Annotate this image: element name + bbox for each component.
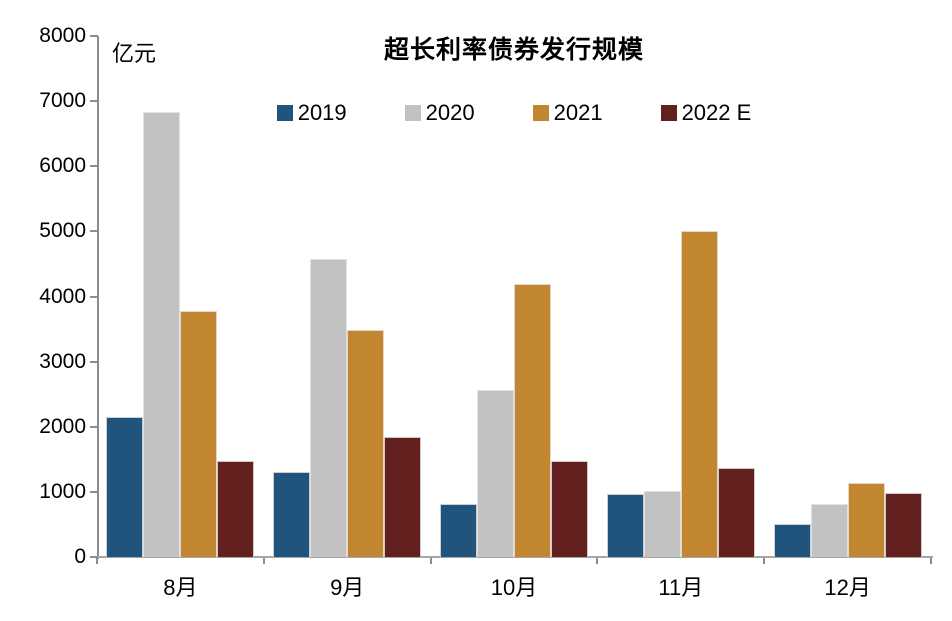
y-axis-tick-mark bbox=[90, 556, 98, 558]
bar-2021-8月 bbox=[180, 311, 218, 557]
bar-2019-12月 bbox=[773, 524, 811, 557]
x-axis-tick-mark bbox=[930, 558, 932, 564]
y-axis-tick-mark bbox=[90, 295, 98, 298]
bar-2022-e-10月 bbox=[550, 461, 588, 557]
bar-2019-9月 bbox=[273, 472, 311, 557]
bar-2019-10月 bbox=[439, 504, 477, 557]
bar-2021-9月 bbox=[347, 330, 385, 557]
x-axis-tick-label: 10月 bbox=[490, 575, 538, 600]
legend-swatch-icon bbox=[532, 105, 549, 121]
bar-2020-9月 bbox=[310, 259, 348, 557]
y-axis-tick-mark bbox=[90, 230, 98, 233]
y-axis-tick-mark bbox=[90, 165, 98, 168]
y-axis-tick-label: 1000 bbox=[39, 479, 86, 503]
x-axis-tick-mark bbox=[596, 558, 599, 564]
y-axis-line bbox=[97, 36, 99, 559]
y-axis-tick-mark bbox=[90, 35, 98, 37]
x-axis-line bbox=[97, 556, 933, 558]
x-axis-tick-mark bbox=[262, 558, 265, 564]
bar-2021-10月 bbox=[513, 284, 551, 557]
bar-2019-11月 bbox=[606, 494, 644, 557]
bar-2021-12月 bbox=[847, 483, 885, 557]
bar-2022-e-9月 bbox=[384, 437, 422, 557]
bar-2020-8月 bbox=[143, 112, 181, 557]
x-axis-tick-mark bbox=[429, 558, 432, 564]
x-axis-tick-label: 11月 bbox=[658, 575, 704, 600]
bar-group-9月 bbox=[264, 36, 431, 557]
bar-2020-12月 bbox=[810, 504, 848, 557]
y-axis-tick-label: 8000 bbox=[39, 24, 86, 47]
legend-label: 2019 bbox=[297, 100, 347, 125]
y-axis-tick-label: 3000 bbox=[39, 349, 86, 373]
x-axis-tick-label: 9月 bbox=[330, 575, 365, 600]
bar-2022-e-8月 bbox=[217, 461, 255, 557]
x-axis-tick-mark bbox=[763, 558, 766, 564]
y-axis-tick-label: 2000 bbox=[39, 414, 86, 438]
legend-item-2020: 2020 bbox=[404, 100, 475, 126]
legend-item-2022-e: 2022 E bbox=[660, 100, 752, 126]
y-axis-tick-mark bbox=[90, 100, 98, 103]
legend-item-2019: 2019 bbox=[276, 100, 347, 126]
bar-2022-e-11月 bbox=[717, 468, 755, 557]
legend-item-2021: 2021 bbox=[532, 100, 603, 126]
legend-swatch-icon bbox=[404, 105, 421, 121]
bar-group-8月 bbox=[97, 36, 264, 557]
legend-label: 2021 bbox=[553, 100, 603, 125]
bar-2021-11月 bbox=[680, 231, 718, 557]
chart-title: 超长利率债券发行规模 bbox=[383, 36, 644, 64]
y-axis-tick-label: 4000 bbox=[39, 284, 86, 308]
y-axis-tick-mark bbox=[90, 490, 98, 493]
y-axis-tick-label: 0 bbox=[74, 545, 86, 568]
plot-area bbox=[97, 36, 931, 557]
y-axis-tick-label: 6000 bbox=[39, 154, 86, 178]
bar-group-11月 bbox=[597, 36, 764, 557]
x-axis-tick-mark bbox=[96, 558, 98, 564]
y-axis-tick-mark bbox=[90, 425, 98, 428]
legend: 2019 2020 2021 2022 E bbox=[97, 100, 931, 126]
bar-2019-8月 bbox=[106, 417, 144, 557]
y-axis-unit-label: 亿元 bbox=[112, 41, 157, 66]
x-axis-tick-label: 12月 bbox=[824, 575, 871, 600]
bar-2022-e-12月 bbox=[884, 493, 922, 557]
legend-label: 2022 E bbox=[681, 100, 752, 125]
y-axis-tick-label: 5000 bbox=[39, 219, 86, 243]
bar-group-12月 bbox=[764, 36, 931, 557]
legend-swatch-icon bbox=[660, 105, 677, 121]
y-axis-tick-label: 7000 bbox=[39, 89, 86, 113]
legend-label: 2020 bbox=[425, 100, 475, 125]
bar-group-10月 bbox=[431, 36, 598, 557]
x-axis-tick-label: 8月 bbox=[163, 575, 198, 600]
bar-2020-11月 bbox=[643, 491, 681, 557]
y-axis-tick-mark bbox=[90, 360, 98, 363]
legend-swatch-icon bbox=[276, 105, 293, 121]
bar-2020-10月 bbox=[476, 390, 514, 557]
